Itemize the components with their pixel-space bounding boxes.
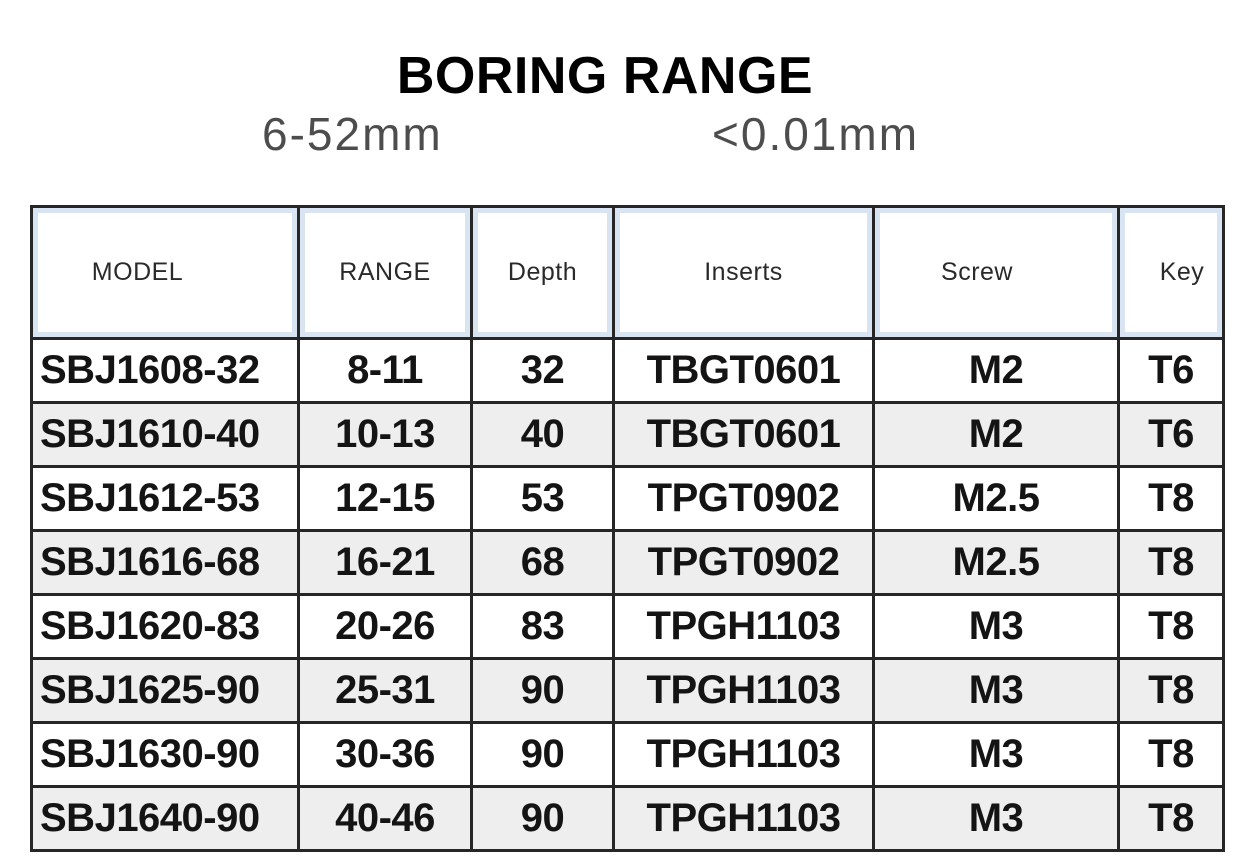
depth-cell: 83 — [470, 593, 615, 660]
key-cell: T8 — [1117, 529, 1225, 596]
depth-cell: 40 — [470, 401, 615, 468]
table-row: SBJ1616-68 16-21 68 TPGT0902 M2.5 T8 — [30, 529, 1225, 596]
key-cell: T6 — [1117, 401, 1225, 468]
screw-cell: M2 — [872, 337, 1120, 404]
table-row: SBJ1630-90 30-36 90 TPGH1103 M3 T8 — [30, 721, 1225, 788]
range-cell: 40-46 — [297, 785, 473, 852]
depth-cell: 90 — [470, 721, 615, 788]
screw-cell: M3 — [872, 785, 1120, 852]
model-cell: SBJ1620-83 — [30, 593, 300, 660]
key-cell: T6 — [1117, 337, 1225, 404]
range-cell: 12-15 — [297, 465, 473, 532]
range-cell: 16-21 — [297, 529, 473, 596]
key-cell: T8 — [1117, 721, 1225, 788]
screw-cell: M2.5 — [872, 465, 1120, 532]
range-cell: 30-36 — [297, 721, 473, 788]
model-cell: SBJ1608-32 — [30, 337, 300, 404]
table-row: SBJ1625-90 25-31 90 TPGH1103 M3 T8 — [30, 657, 1225, 724]
table-row: SBJ1640-90 40-46 90 TPGH1103 M3 T8 — [30, 785, 1225, 852]
boring-range-value: 6-52mm — [262, 108, 443, 160]
column-header-inserts: Inserts — [612, 205, 875, 340]
column-header-depth: Depth — [470, 205, 615, 340]
inserts-cell: TPGH1103 — [612, 593, 875, 660]
column-header-key: Key — [1117, 205, 1225, 340]
inserts-cell: TPGH1103 — [612, 657, 875, 724]
model-cell: SBJ1630-90 — [30, 721, 300, 788]
column-header-range: RANGE — [297, 205, 473, 340]
model-cell: SBJ1625-90 — [30, 657, 300, 724]
inserts-cell: TPGH1103 — [612, 721, 875, 788]
column-header-screw: Screw — [872, 205, 1120, 340]
screw-cell: M3 — [872, 721, 1120, 788]
inserts-cell: TBGT0601 — [612, 401, 875, 468]
range-cell: 8-11 — [297, 337, 473, 404]
inserts-cell: TPGT0902 — [612, 465, 875, 532]
screw-cell: M3 — [872, 657, 1120, 724]
model-cell: SBJ1612-53 — [30, 465, 300, 532]
column-header-model: MODEL — [30, 205, 300, 340]
key-cell: T8 — [1117, 465, 1225, 532]
key-cell: T8 — [1117, 657, 1225, 724]
depth-cell: 32 — [470, 337, 615, 404]
table-row: SBJ1612-53 12-15 53 TPGT0902 M2.5 T8 — [30, 465, 1225, 532]
screw-cell: M3 — [872, 593, 1120, 660]
screw-cell: M2.5 — [872, 529, 1120, 596]
model-cell: SBJ1640-90 — [30, 785, 300, 852]
table-row: SBJ1610-40 10-13 40 TBGT0601 M2 T6 — [30, 401, 1225, 468]
inserts-cell: TPGH1103 — [612, 785, 875, 852]
table-row: SBJ1620-83 20-26 83 TPGH1103 M3 T8 — [30, 593, 1225, 660]
runout-accuracy-value: <0.01mm — [712, 108, 920, 160]
depth-cell: 68 — [470, 529, 615, 596]
model-cell: SBJ1616-68 — [30, 529, 300, 596]
screw-cell: M2 — [872, 401, 1120, 468]
table-row: SBJ1608-32 8-11 32 TBGT0601 M2 T6 — [30, 337, 1225, 404]
depth-cell: 53 — [470, 465, 615, 532]
model-cell: SBJ1610-40 — [30, 401, 300, 468]
page-title: BORING RANGE — [396, 47, 814, 105]
key-cell: T8 — [1117, 593, 1225, 660]
spec-table: MODEL RANGE Depth Inserts Screw Key SBJ1… — [30, 205, 1225, 852]
range-cell: 25-31 — [297, 657, 473, 724]
range-cell: 10-13 — [297, 401, 473, 468]
range-cell: 20-26 — [297, 593, 473, 660]
inserts-cell: TPGT0902 — [612, 529, 875, 596]
depth-cell: 90 — [470, 657, 615, 724]
depth-cell: 90 — [470, 785, 615, 852]
inserts-cell: TBGT0601 — [612, 337, 875, 404]
header-row: MODEL RANGE Depth Inserts Screw Key — [30, 205, 1225, 340]
key-cell: T8 — [1117, 785, 1225, 852]
